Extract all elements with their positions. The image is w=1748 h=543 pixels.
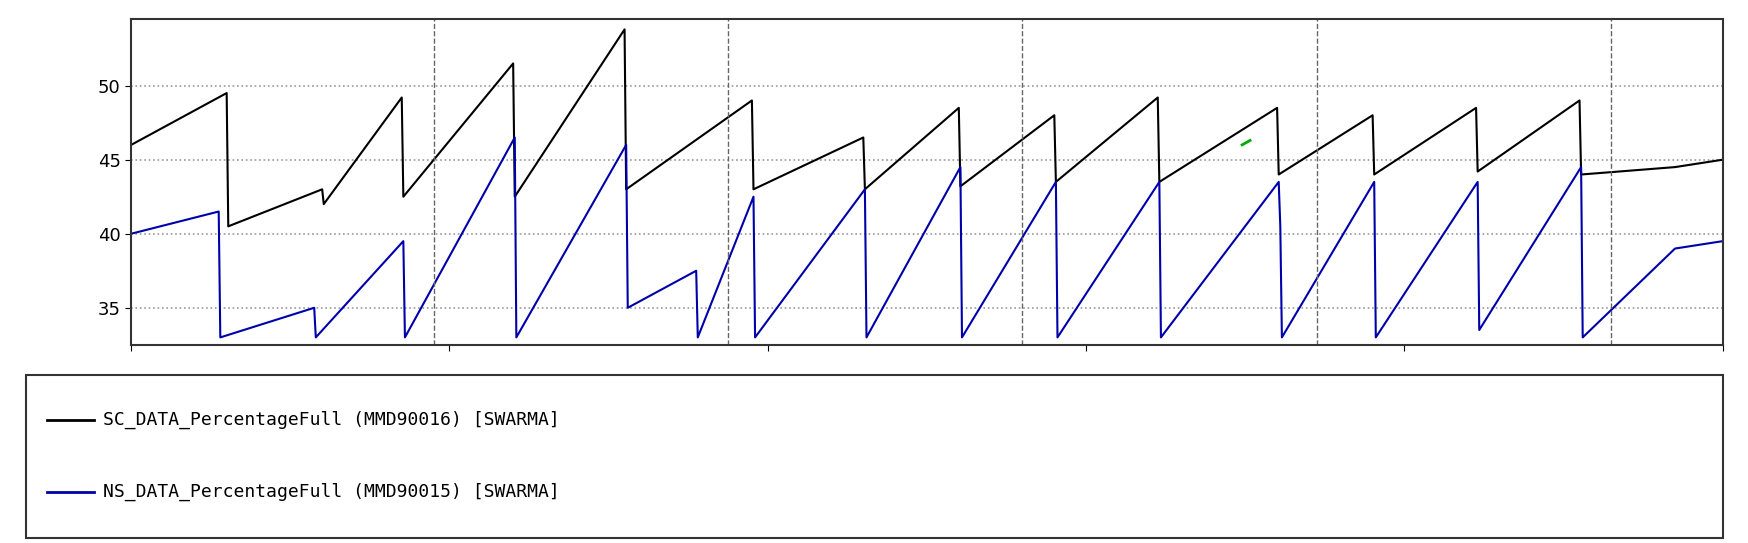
Text: NS_DATA_PercentageFull (MMD90015) [SWARMA]: NS_DATA_PercentageFull (MMD90015) [SWARM… xyxy=(103,483,559,501)
FancyBboxPatch shape xyxy=(26,375,1722,538)
Text: SC_DATA_PercentageFull (MMD90016) [SWARMA]: SC_DATA_PercentageFull (MMD90016) [SWARM… xyxy=(103,411,559,430)
